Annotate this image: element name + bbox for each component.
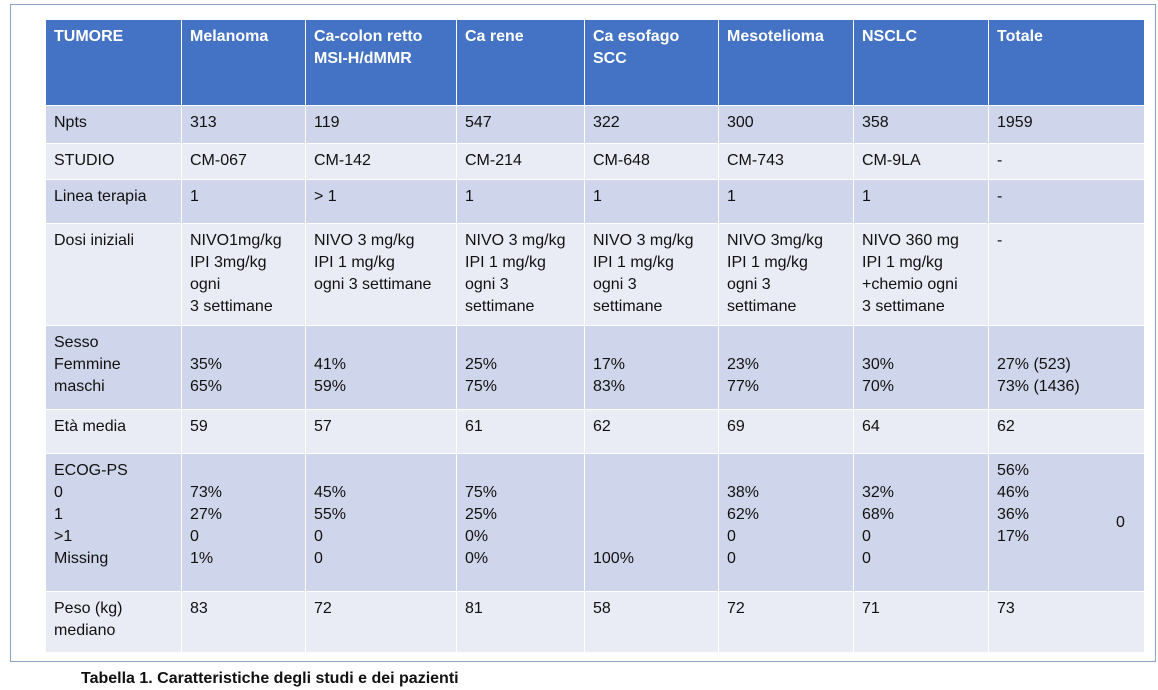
table-cell: 25% 75% (456, 325, 585, 410)
row-label: Dosi iniziali (45, 223, 182, 326)
header-cell: Ca-colon retto MSI-H/dMMR (305, 19, 457, 106)
header-cell: TUMORE (45, 19, 182, 106)
table-cell: 1 (456, 179, 585, 224)
table-cell: CM-648 (584, 143, 719, 180)
row-label: Npts (45, 105, 182, 144)
table-cell: 62 (584, 409, 719, 454)
table-cell: 1 (853, 179, 989, 224)
table-cell: CM-142 (305, 143, 457, 180)
table-cell: 72 (305, 591, 457, 653)
table-cell: 23% 77% (718, 325, 854, 410)
row-label: STUDIO (45, 143, 182, 180)
table-cell: 358 (853, 105, 989, 144)
table-cell: 56% 46% 36% 17% (988, 453, 1145, 592)
header-cell: Ca esofago SCC (584, 19, 719, 106)
table-cell: 322 (584, 105, 719, 144)
table-cell: 61 (456, 409, 585, 454)
table-cell: NIVO1mg/kg IPI 3mg/kg ogni 3 settimane (181, 223, 306, 326)
table-cell: 119 (305, 105, 457, 144)
table-cell: 35% 65% (181, 325, 306, 410)
table-cell: 313 (181, 105, 306, 144)
table-cell: 83 (181, 591, 306, 653)
table-cell: 64 (853, 409, 989, 454)
table-cell: 69 (718, 409, 854, 454)
table-cell: NIVO 3mg/kg IPI 1 mg/kg ogni 3 settimane (718, 223, 854, 326)
header-cell: NSCLC (853, 19, 989, 106)
table-cell: CM-743 (718, 143, 854, 180)
table-cell: NIVO 3 mg/kg IPI 1 mg/kg ogni 3 settiman… (305, 223, 457, 326)
table-row: Linea terapia 1 > 1 1 1 1 1 - (45, 179, 1145, 224)
row-label: Età media (45, 409, 182, 454)
header-cell: Melanoma (181, 19, 306, 106)
table-cell: 32% 68% 0 0 (853, 453, 989, 592)
header-row: TUMORE Melanoma Ca-colon retto MSI-H/dMM… (45, 19, 1145, 106)
row-label: Linea terapia (45, 179, 182, 224)
stray-value: 0 (1116, 514, 1125, 531)
table-row: Dosi iniziali NIVO1mg/kg IPI 3mg/kg ogni… (45, 223, 1145, 326)
table-cell: 1 (181, 179, 306, 224)
table-cell: CM-214 (456, 143, 585, 180)
table-cell: 72 (718, 591, 854, 653)
header-cell: Mesotelioma (718, 19, 854, 106)
table-row: Npts 313 119 547 322 300 358 1959 (45, 105, 1145, 144)
table-cell: 73 (988, 591, 1145, 653)
table-cell: 62 (988, 409, 1145, 454)
header-cell: Totale (988, 19, 1145, 106)
row-label: Sesso Femmine maschi (45, 325, 182, 410)
table-row: ECOG-PS 0 1 >1 Missing 73% 27% 0 1% 45% … (45, 453, 1145, 592)
row-label: Peso (kg) mediano (45, 591, 182, 653)
table-cell: 300 (718, 105, 854, 144)
table-row: Peso (kg) mediano 83 72 81 58 72 71 73 (45, 591, 1145, 653)
table-cell: 59 (181, 409, 306, 454)
table-cell: 57 (305, 409, 457, 454)
table-cell: 100% (584, 453, 719, 592)
table-cell: 58 (584, 591, 719, 653)
table-row: Sesso Femmine maschi 35% 65% 41% 59% 25%… (45, 325, 1145, 410)
table-cell: 45% 55% 0 0 (305, 453, 457, 592)
table-cell: NIVO 3 mg/kg IPI 1 mg/kg ogni 3 settiman… (456, 223, 585, 326)
table-cell: 30% 70% (853, 325, 989, 410)
table-cell: 547 (456, 105, 585, 144)
table-caption: Tabella 1. Caratteristiche degli studi e… (81, 670, 459, 687)
table-cell: NIVO 360 mg IPI 1 mg/kg +chemio ogni 3 s… (853, 223, 989, 326)
table-cell: CM-9LA (853, 143, 989, 180)
table-row: STUDIO CM-067 CM-142 CM-214 CM-648 CM-74… (45, 143, 1145, 180)
row-label: ECOG-PS 0 1 >1 Missing (45, 453, 182, 592)
table-cell: - (988, 143, 1145, 180)
table-cell: 41% 59% (305, 325, 457, 410)
table-cell: 17% 83% (584, 325, 719, 410)
table-cell: 81 (456, 591, 585, 653)
table-cell: 75% 25% 0% 0% (456, 453, 585, 592)
table-cell: 27% (523) 73% (1436) (988, 325, 1145, 410)
table-cell: NIVO 3 mg/kg IPI 1 mg/kg ogni 3 settiman… (584, 223, 719, 326)
table-cell: 1959 (988, 105, 1145, 144)
table-cell: > 1 (305, 179, 457, 224)
table-cell: - (988, 179, 1145, 224)
table-row: Età media 59 57 61 62 69 64 62 (45, 409, 1145, 454)
table-cell: 71 (853, 591, 989, 653)
table-cell: 73% 27% 0 1% (181, 453, 306, 592)
characteristics-table: TUMORE Melanoma Ca-colon retto MSI-H/dMM… (45, 19, 1145, 653)
table-cell: 38% 62% 0 0 (718, 453, 854, 592)
table-cell: 1 (584, 179, 719, 224)
header-cell: Ca rene (456, 19, 585, 106)
table-cell: 1 (718, 179, 854, 224)
table-cell: CM-067 (181, 143, 306, 180)
table-cell: - (988, 223, 1145, 326)
